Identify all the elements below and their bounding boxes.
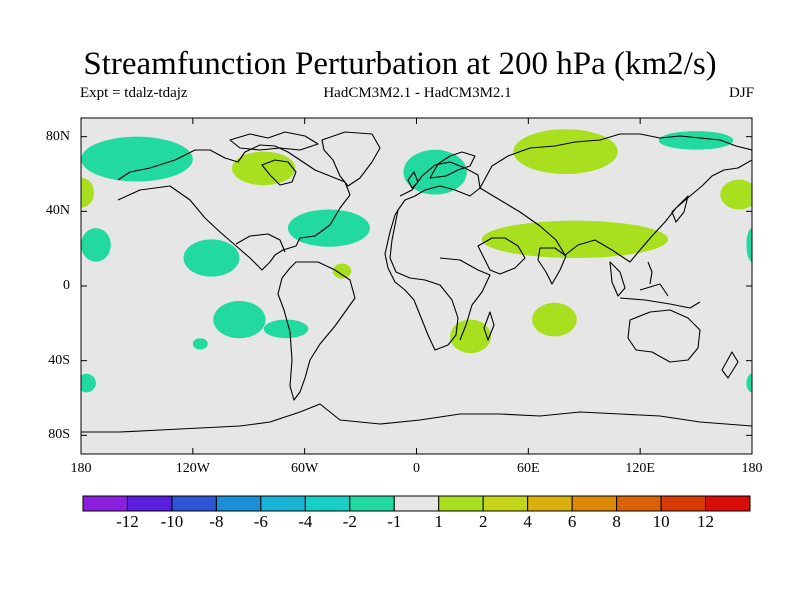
season-label: DJF: [728, 85, 754, 101]
coast-europe-africa: [384, 209, 459, 351]
anomaly-region-negative: [192, 338, 208, 350]
colorbar-tick-label: 4: [523, 512, 532, 531]
colorbar-swatch: [438, 495, 484, 512]
coast-hudson-bay: [261, 159, 297, 186]
colorbar-tick-label: -6: [253, 512, 268, 531]
coast-australia: [627, 309, 701, 363]
colorbar-swatch: [482, 495, 529, 512]
colorbar-swatch: [126, 495, 173, 512]
anomaly-region-positive: [332, 263, 352, 279]
colorbar-swatch: [349, 495, 395, 512]
colorbar-tick-label: -10: [160, 512, 184, 531]
coast-africa-east: [439, 257, 491, 341]
anomaly-contours: [81, 129, 752, 393]
lat-tick-label: 40N: [45, 203, 70, 219]
model-label: HadCM3M2.1 - HadCM3M2.1: [323, 85, 512, 101]
coast-south-america: [277, 261, 356, 401]
lat-tick-label: 0: [63, 278, 70, 293]
lat-tick-label: 40S: [48, 352, 70, 368]
lon-tick-label: 60W: [291, 461, 319, 476]
colorbar-swatch: [82, 495, 128, 512]
coast-indonesia: [619, 283, 701, 309]
coast-gulf: [235, 233, 286, 253]
lon-tick-label: 180: [70, 461, 92, 476]
coast-southeast-asia: [609, 261, 626, 297]
coast-arabia: [477, 237, 526, 275]
anomaly-region-positive: [481, 220, 669, 258]
lon-tick-label: 120E: [625, 461, 655, 476]
coast-asia: [479, 133, 752, 263]
lon-tick-label: 180: [741, 461, 763, 476]
colorbar-swatch: [705, 495, 751, 512]
lon-tick-label: 120W: [175, 461, 210, 476]
anomaly-region-positive: [81, 177, 95, 208]
anomaly-region-negative: [263, 319, 309, 339]
lon-tick-label: 60E: [517, 461, 540, 476]
lat-tick-label: 80S: [48, 427, 70, 443]
anomaly-region-negative: [213, 300, 266, 339]
anomaly-region-negative: [287, 209, 370, 247]
colorbar-swatch: [393, 495, 440, 512]
anomaly-region-positive: [450, 319, 492, 354]
anomaly-region-positive: [231, 151, 296, 186]
coast-arctic-islands: [229, 131, 319, 151]
coastlines: [81, 131, 752, 433]
coast-british-isles: [407, 171, 419, 189]
coast-antarctica: [81, 403, 752, 433]
colorbar-tick-label: 2: [478, 512, 488, 531]
colorbar-tick-label: -1: [387, 512, 402, 531]
colorbar-tick-label: 8: [612, 512, 621, 531]
colorbar-swatch: [215, 495, 262, 512]
colorbar-tick-label: -2: [342, 512, 357, 531]
colorbar-tick-label: -8: [209, 512, 224, 531]
coast-india: [537, 247, 567, 285]
experiment-label: Expt = tdalz-tdajz: [80, 85, 188, 101]
anomaly-region-negative: [403, 149, 467, 195]
coast-new-zealand: [721, 351, 739, 379]
colorbar-swatch: [260, 495, 306, 512]
anomaly-region-negative: [81, 136, 193, 182]
anomaly-region-positive: [532, 302, 577, 337]
colorbar-tick-label: 12: [697, 512, 715, 531]
axis-tick-marks: [80, 118, 753, 454]
anomaly-region-negative: [746, 228, 752, 262]
colorbar-tick-label: 10: [652, 512, 670, 531]
coast-madagascar: [483, 311, 495, 341]
colorbar-tick-label: 1: [434, 512, 443, 531]
coast-north-america: [117, 144, 351, 271]
colorbar-tick-label: -12: [116, 512, 139, 531]
colorbar-swatch: [171, 495, 217, 512]
plot-title: Streamfunction Perturbation at 200 hPa (…: [83, 46, 717, 82]
colorbar-swatch: [527, 495, 573, 512]
colorbar-swatch: [660, 495, 707, 512]
colorbar-swatch: [616, 495, 662, 512]
anomaly-region-positive: [513, 129, 618, 175]
colorbar-swatch: [571, 495, 618, 512]
coast-greenland: [321, 131, 381, 187]
colorbar: [82, 495, 751, 512]
anomaly-region-positive: [720, 179, 752, 210]
anomaly-region-negative: [81, 373, 96, 393]
colorbar-swatch: [304, 495, 351, 512]
lat-tick-label: 80N: [45, 128, 70, 144]
anomaly-region-negative: [746, 373, 752, 393]
coast-philippines: [647, 261, 653, 285]
coast-scandinavia: [429, 151, 476, 179]
colorbar-tick-label: 6: [567, 512, 577, 531]
anomaly-region-negative: [81, 228, 111, 262]
lon-tick-label: 0: [413, 461, 420, 476]
coast-japan: [671, 195, 689, 223]
colorbar-tick-label: -4: [298, 512, 313, 531]
anomaly-region-negative: [183, 239, 240, 277]
